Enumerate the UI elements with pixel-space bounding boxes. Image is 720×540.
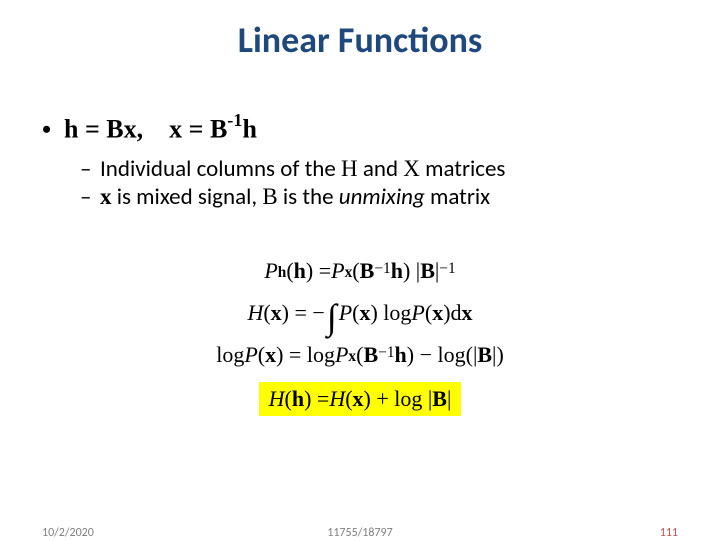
t: −1 [378, 344, 394, 362]
t: H [247, 300, 263, 326]
t: ( [356, 342, 363, 368]
t: | [447, 386, 451, 412]
t: ( [258, 342, 265, 368]
t: x [462, 300, 473, 326]
bullet-level2-2: –x is mixed signal, B is the unmixing ma… [80, 183, 678, 212]
t: log [216, 342, 244, 368]
t: )d [443, 300, 461, 326]
t: ) = [306, 258, 331, 284]
equation-block: Ph(h) = Px(B−1h) | B |−1 H(x) = −∫P(x) l… [0, 242, 720, 430]
t: ( [263, 300, 270, 326]
bullet-level1: •h = Bx, x = B-1h [42, 112, 678, 145]
bullet-marker: • [42, 115, 64, 145]
t: H [269, 386, 285, 412]
eq-xBinv-part1: x = B [169, 115, 227, 144]
t: ) | [403, 258, 420, 284]
t: ) = log [276, 342, 335, 368]
t: P [244, 342, 257, 368]
equation-3: log P(x) = log Px(B−1h) − log(| B |) [0, 340, 720, 368]
run: is mixed signal, [112, 183, 263, 211]
t: |) [492, 342, 504, 368]
t: B [363, 342, 378, 368]
t: h [395, 342, 407, 368]
t: −1 [374, 260, 390, 278]
t: ( [352, 300, 359, 326]
bullet-level2-1: –Individual columns of the H and X matri… [80, 155, 678, 184]
run: x [100, 184, 112, 209]
t: h [278, 264, 287, 282]
t: −1 [439, 260, 455, 278]
run: H [341, 156, 358, 181]
t: h [391, 258, 403, 284]
dash-marker: – [80, 183, 100, 212]
t: x [265, 342, 276, 368]
t: ) log [370, 300, 411, 326]
t: x [432, 300, 443, 326]
t: x [353, 386, 364, 412]
t: P [331, 258, 344, 284]
run: is the [278, 183, 339, 211]
highlight-box: H(h) = H(x) + log | B | [259, 382, 462, 416]
run: B [262, 184, 277, 209]
t: P [264, 258, 277, 284]
equation-2: H(x) = −∫P(x) log P(x)dx [0, 298, 720, 326]
run: matrix [425, 183, 490, 211]
equation-4: H(h) = H(x) + log | B | [0, 382, 720, 416]
t: ( [286, 258, 293, 284]
t: P [339, 300, 352, 326]
run: Individual columns of the [100, 155, 341, 183]
t: P [411, 300, 424, 326]
t: h [294, 258, 306, 284]
t: P [335, 342, 348, 368]
equation-1: Ph(h) = Px(B−1h) | B |−1 [0, 256, 720, 284]
slide: Linear Functions •h = Bx, x = B-1h –Indi… [0, 0, 720, 540]
t: ) = [304, 386, 329, 412]
t: x [271, 300, 282, 326]
run: X [403, 156, 420, 181]
t: ( [425, 300, 432, 326]
t: B [477, 342, 492, 368]
t: x [348, 348, 356, 366]
footer-course: 11755/18797 [0, 526, 720, 540]
t: B [360, 258, 375, 284]
eq-xBinv-sup: -1 [227, 110, 242, 130]
t: x [345, 264, 353, 282]
dash-marker: – [80, 155, 100, 184]
slide-body: •h = Bx, x = B-1h –Individual columns of… [42, 112, 678, 212]
t: ( [285, 386, 292, 412]
t: x [359, 300, 370, 326]
t: h [292, 386, 304, 412]
footer-pagenum: 111 [660, 526, 678, 540]
slide-title: Linear Functions [0, 18, 720, 62]
run: unmixing [339, 183, 425, 211]
t: ) = − [282, 300, 325, 326]
gap [143, 115, 169, 144]
t: ( [345, 386, 352, 412]
t: ) + log | [364, 386, 433, 412]
eq-hBx: h = Bx, [64, 115, 143, 144]
run: and [358, 155, 404, 183]
t: B [420, 258, 435, 284]
eq-xBinv-part2: h [242, 115, 256, 144]
t: B [432, 386, 447, 412]
t: ) − log(| [407, 342, 478, 368]
t: ( [352, 258, 359, 284]
run: matrices [420, 155, 506, 183]
t: H [329, 386, 345, 412]
